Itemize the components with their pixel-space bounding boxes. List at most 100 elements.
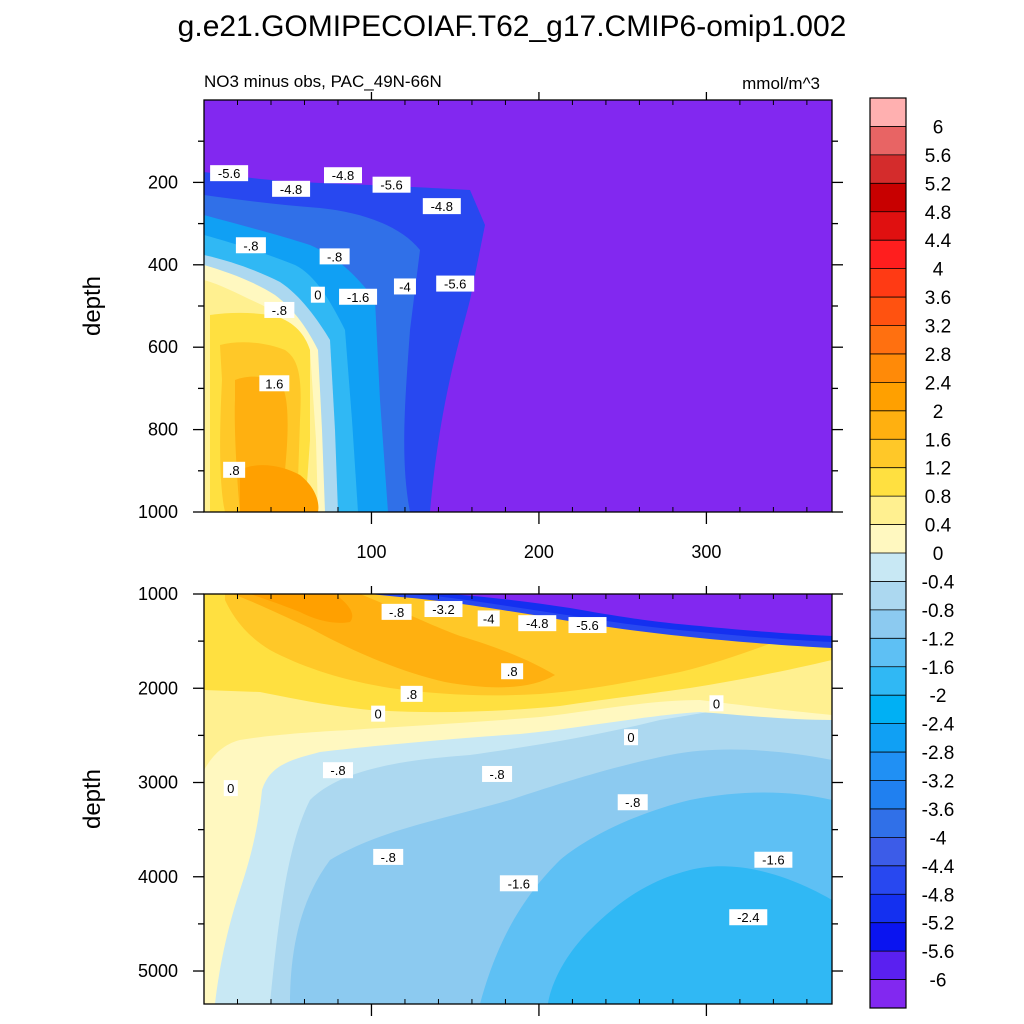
svg-text:-4: -4 [399,279,411,294]
svg-text:-.8: -.8 [243,238,258,253]
contour-label: -1.6 [339,288,378,305]
svg-text:-.8: -.8 [625,795,640,810]
colorbar-swatch [870,211,906,241]
svg-text:-2.4: -2.4 [737,910,759,925]
colorbar-label: 0.4 [925,516,952,537]
colorbar-label: 2 [933,402,944,423]
contour-label: 0 [709,695,724,712]
svg-text:0: 0 [627,730,634,745]
svg-text:-4.8: -4.8 [280,182,302,197]
colorbar-swatch [870,780,906,810]
svg-text:-5.6: -5.6 [380,178,402,193]
svg-text:-5.6: -5.6 [576,618,598,633]
colorbar-swatch [870,723,906,753]
svg-text:0: 0 [713,696,720,711]
colorbar-label: -5.2 [922,914,955,935]
contour-label: -4.8 [272,180,311,197]
svg-text:-3.2: -3.2 [432,602,454,617]
upper-axes: 100 200 300 200 400 600 800 1000 [138,92,843,562]
svg-text:-.8: -.8 [489,767,504,782]
y-tick-label: 5000 [138,961,178,981]
colorbar-swatch [870,382,906,412]
svg-text:-.8: -.8 [381,850,396,865]
colorbar-label: -2 [930,686,947,707]
contour-label: -1.6 [754,851,793,868]
colorbar-swatch [870,325,906,355]
colorbar-label: -1.2 [922,629,955,650]
colorbar-swatch [870,524,906,554]
colorbar-label: -6 [930,971,947,992]
colorbar-label: -3.6 [922,800,955,821]
colorbar-swatch [870,268,906,298]
contour-label: -.8 [235,237,266,254]
contour-label: -.8 [482,765,513,782]
colorbar-label: -4 [930,828,947,849]
colorbar-swatch [870,467,906,497]
svg-text:-5.6: -5.6 [444,277,466,292]
contour-label: 0 [310,286,325,303]
colorbar-swatch [870,154,906,184]
contour-label: -2.4 [729,909,768,926]
contour-label: -5.6 [372,176,411,193]
contour-label: 0 [223,780,238,797]
colorbar-swatch [870,496,906,526]
svg-text:-1.6: -1.6 [762,853,784,868]
lower-contour-labels: -.8 -3.2 -4 -4.8 -5.6 .8 .8 0 0 0 -.8 -.8 0 -.8 -.8 -1.… [223,601,793,926]
colorbar-swatch [870,837,906,867]
svg-text:-1.6: -1.6 [347,290,369,305]
colorbar-label: 3.2 [925,317,951,338]
upper-y-axis-title: depth [79,276,106,336]
colorbar-label: -2.8 [922,743,955,764]
subtitle-left: NO3 minus obs, PAC_49N-66N [204,72,442,91]
colorbar-label: -4.8 [922,885,955,906]
colorbar-swatch [870,865,906,895]
svg-text:-.8: -.8 [327,249,342,264]
svg-text:1.6: 1.6 [265,376,283,391]
lower-panel: 1000 2000 3000 4000 5000 -.8 -3.2 -4 -4.8 -5.6 .8… [79,584,843,1016]
contour-label: -4 [393,278,416,295]
svg-text:-.8: -.8 [389,605,404,620]
contour-label: .8 [400,685,423,702]
lower-y-axis-title: depth [79,769,106,829]
colorbar-swatch [870,922,906,952]
colorbar-swatch [870,98,906,127]
contour-label: -.8 [264,301,295,318]
lower-axes: 1000 2000 3000 4000 5000 [138,584,843,1016]
colorbar-swatch [870,581,906,611]
x-tick-label: 100 [356,542,386,562]
lower-plot-frame [203,593,833,1005]
colorbar-swatch [870,638,906,668]
svg-text:0: 0 [375,707,382,722]
svg-text:-4: -4 [483,611,495,626]
colorbar-label: -4.4 [922,857,955,878]
colorbar-label: -0.8 [922,601,955,622]
svg-text:-.8: -.8 [272,303,287,318]
colorbar-swatch [870,666,906,696]
contour-label: 0 [624,729,639,746]
colorbar-swatch [870,808,906,838]
y-tick-label: 4000 [138,867,178,887]
svg-text:.8: .8 [507,664,518,679]
y-tick-label: 600 [148,337,178,357]
y-tick-label: 2000 [138,678,178,698]
colorbar-swatch [870,126,906,156]
contour-label: .8 [223,461,246,478]
colorbar-swatch [870,410,906,440]
colorbar-label: 0 [933,544,944,565]
y-tick-label: 400 [148,255,178,275]
svg-text:.8: .8 [229,463,240,478]
svg-text:-.8: -.8 [330,763,345,778]
lower-field [204,594,832,1004]
colorbar-label: -1.6 [922,658,955,679]
colorbar-swatch [870,439,906,469]
colorbar-swatch [870,183,906,213]
svg-text:-4.8: -4.8 [526,616,548,631]
x-tick-label: 300 [691,542,721,562]
colorbar-label: -5.6 [922,942,955,963]
svg-text:-1.6: -1.6 [508,876,530,891]
colorbar-swatch [870,695,906,725]
contour-label: -.8 [319,248,350,265]
contour-label: -5.6 [210,165,249,182]
